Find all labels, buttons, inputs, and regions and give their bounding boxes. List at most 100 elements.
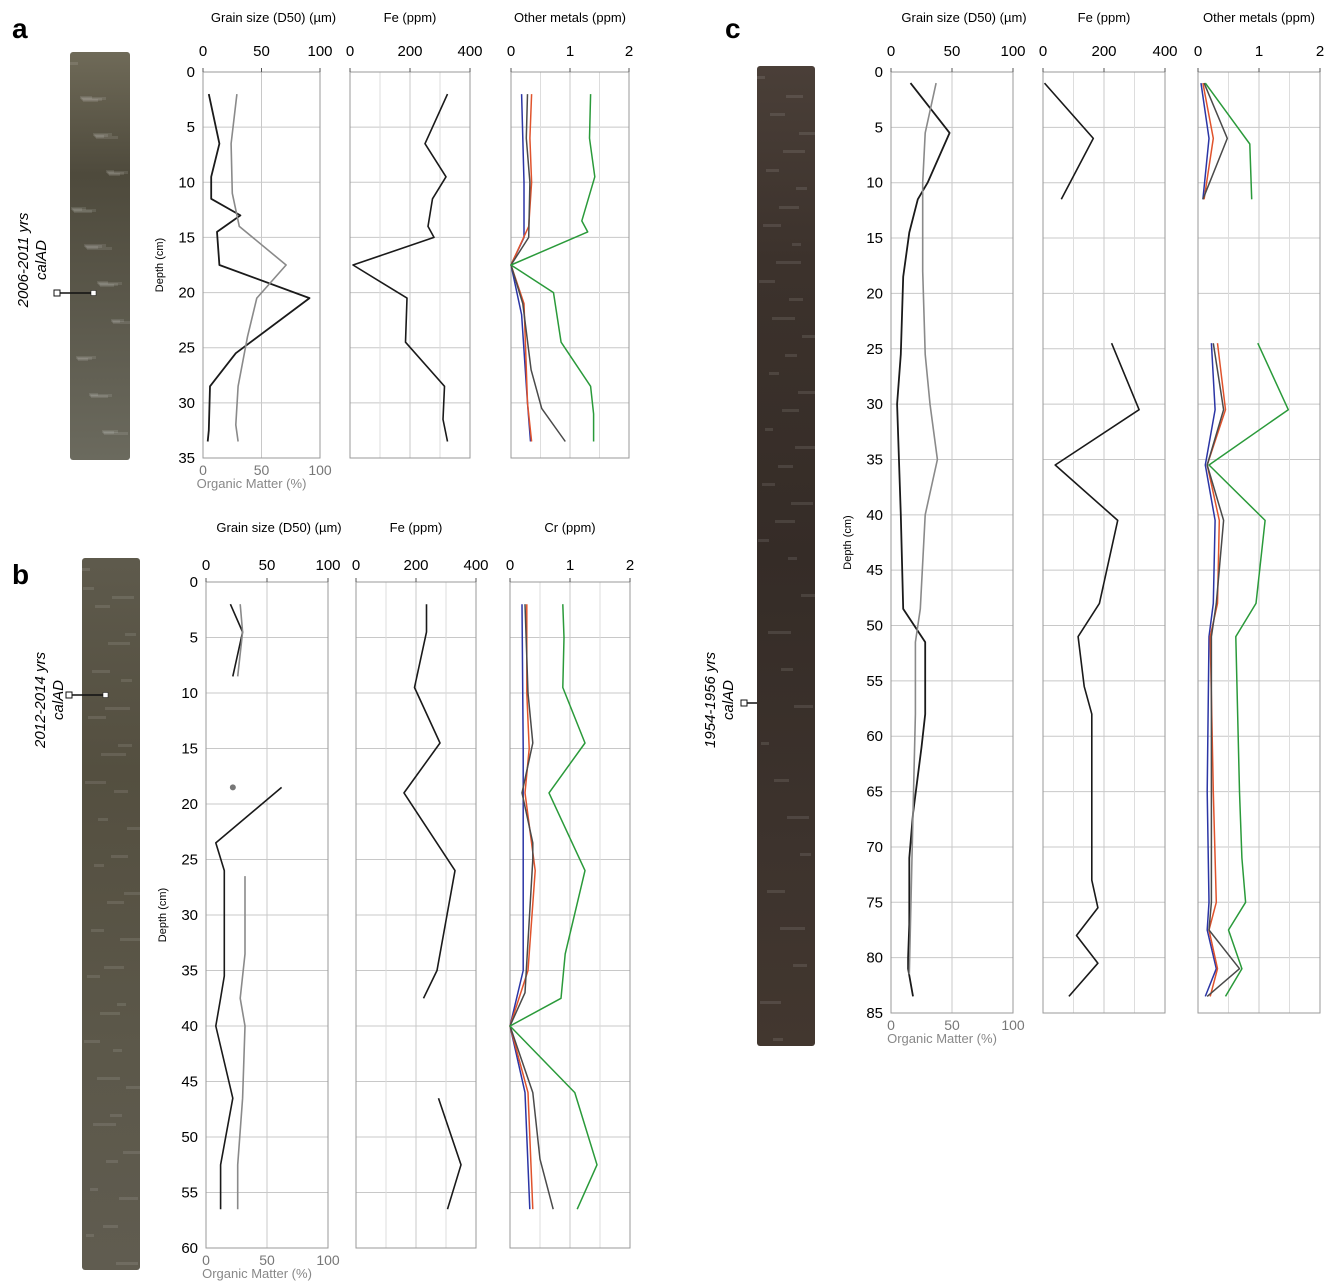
bottom-tick-label: 0 — [887, 1017, 895, 1033]
core-texture — [111, 855, 128, 858]
core-texture — [116, 468, 134, 471]
core-texture — [99, 283, 118, 286]
core-texture — [106, 170, 114, 173]
depth-tick-label: 20 — [866, 285, 883, 302]
depth-axis-label: Depth (cm) — [157, 888, 169, 942]
depth-tick-label: 80 — [866, 950, 883, 967]
bottom-tick-label: 100 — [316, 1252, 340, 1268]
series-metal-dark-line — [510, 94, 566, 442]
series-organic-line — [236, 876, 246, 1210]
core-photo-c — [757, 66, 815, 1046]
top-tick-label: 400 — [457, 43, 482, 60]
depth-tick-label: 55 — [866, 673, 883, 690]
core-texture — [77, 357, 92, 360]
sample-marker-box — [65, 691, 73, 699]
core-texture — [70, 62, 78, 65]
core-texture — [773, 1038, 783, 1041]
core-texture — [762, 483, 775, 486]
core-label-line: 2006-2011 yrs — [15, 212, 32, 308]
core-label-c: 1954-1956 yrs calAD — [702, 652, 737, 748]
top-tick-label: 2 — [1316, 43, 1324, 60]
core-texture — [775, 520, 795, 523]
depth-tick-label: 45 — [866, 562, 883, 579]
top-tick-label: 50 — [944, 43, 961, 60]
plot-title-metals: Cr (ppm) — [544, 520, 595, 535]
top-tick-label: 1 — [566, 557, 574, 574]
top-tick-label: 0 — [199, 43, 207, 60]
core-label-line: calAD — [50, 680, 67, 720]
top-tick-label: 100 — [1000, 43, 1025, 60]
depth-tick-label: 0 — [190, 574, 198, 591]
core-texture — [110, 1114, 122, 1117]
depth-tick-label: 15 — [181, 741, 198, 758]
core-texture — [112, 596, 134, 599]
core-texture — [782, 409, 799, 412]
depth-tick-label: 60 — [181, 1240, 198, 1257]
core-texture — [121, 679, 132, 682]
core-texture — [116, 1262, 138, 1265]
depth-tick-label: 25 — [181, 852, 198, 869]
core-texture — [113, 321, 134, 324]
core-texture — [763, 224, 781, 227]
core-label-line: 2012-2014 yrs — [32, 652, 49, 749]
top-tick-label: 100 — [315, 557, 340, 574]
core-texture — [120, 938, 144, 941]
depth-tick-label: 5 — [875, 119, 883, 136]
series-metal-dark-line — [1202, 82, 1229, 200]
organic-matter-axis-label: Organic Matter (%) — [202, 1266, 312, 1281]
core-label-b: 2012-2014 yrs calAD — [32, 652, 67, 749]
depth-axis-label: Depth (cm) — [154, 238, 166, 292]
core-texture — [788, 557, 797, 560]
core-texture — [758, 539, 769, 542]
core-texture — [119, 1197, 138, 1200]
core-photo-b — [82, 558, 140, 1270]
core-texture — [87, 247, 112, 250]
depth-tick-label: 40 — [866, 507, 883, 524]
plot-title-metals: Other metals (ppm) — [1203, 10, 1315, 25]
depth-tick-label: 60 — [866, 728, 883, 745]
core-texture — [113, 1049, 122, 1052]
core-texture — [124, 892, 148, 895]
core-texture — [91, 929, 104, 932]
core-texture — [100, 284, 114, 287]
core-photo-a — [70, 52, 130, 460]
series-d50-line — [206, 93, 311, 442]
core-texture — [799, 132, 823, 135]
top-tick-label: 0 — [352, 557, 360, 574]
depth-tick-label: 40 — [181, 1018, 198, 1035]
depth-axis-label: Depth (cm) — [842, 515, 854, 569]
series-metal-red-line — [1202, 82, 1215, 200]
core-texture — [792, 243, 801, 246]
core-texture — [787, 816, 809, 819]
plot-title-grain: Grain size (D50) (µm) — [901, 10, 1026, 25]
depth-tick-label: 25 — [178, 340, 195, 357]
series-metal-blue-line — [1200, 82, 1210, 200]
core-texture — [82, 568, 90, 571]
top-tick-label: 0 — [1039, 43, 1047, 60]
core-texture — [95, 605, 110, 608]
core-texture — [109, 173, 120, 176]
core-texture — [765, 428, 773, 431]
core-texture — [91, 395, 108, 398]
series-metal-red-line — [509, 604, 536, 1210]
depth-tick-label: 85 — [866, 1005, 883, 1022]
plot-title-grain: Grain size (D50) (µm) — [211, 10, 336, 25]
depth-tick-label: 15 — [178, 229, 195, 246]
core-label-line: 1954-1956 yrs — [702, 652, 719, 748]
core-texture — [778, 465, 793, 468]
depth-tick-label: 0 — [875, 64, 883, 81]
depth-tick-label: 70 — [866, 839, 883, 856]
core-texture — [98, 282, 122, 285]
top-tick-label: 2 — [626, 557, 634, 574]
core-texture — [83, 99, 98, 102]
organic-matter-axis-label: Organic Matter (%) — [887, 1031, 997, 1046]
core-texture — [107, 171, 128, 174]
core-texture — [87, 975, 100, 978]
core-texture — [86, 1234, 94, 1237]
series-organic-line — [908, 82, 939, 975]
core-texture — [125, 633, 136, 636]
core-texture — [84, 1040, 100, 1043]
core-texture — [793, 964, 807, 967]
depth-tick-label: 20 — [181, 796, 198, 813]
depth-tick-label: 30 — [178, 395, 195, 412]
